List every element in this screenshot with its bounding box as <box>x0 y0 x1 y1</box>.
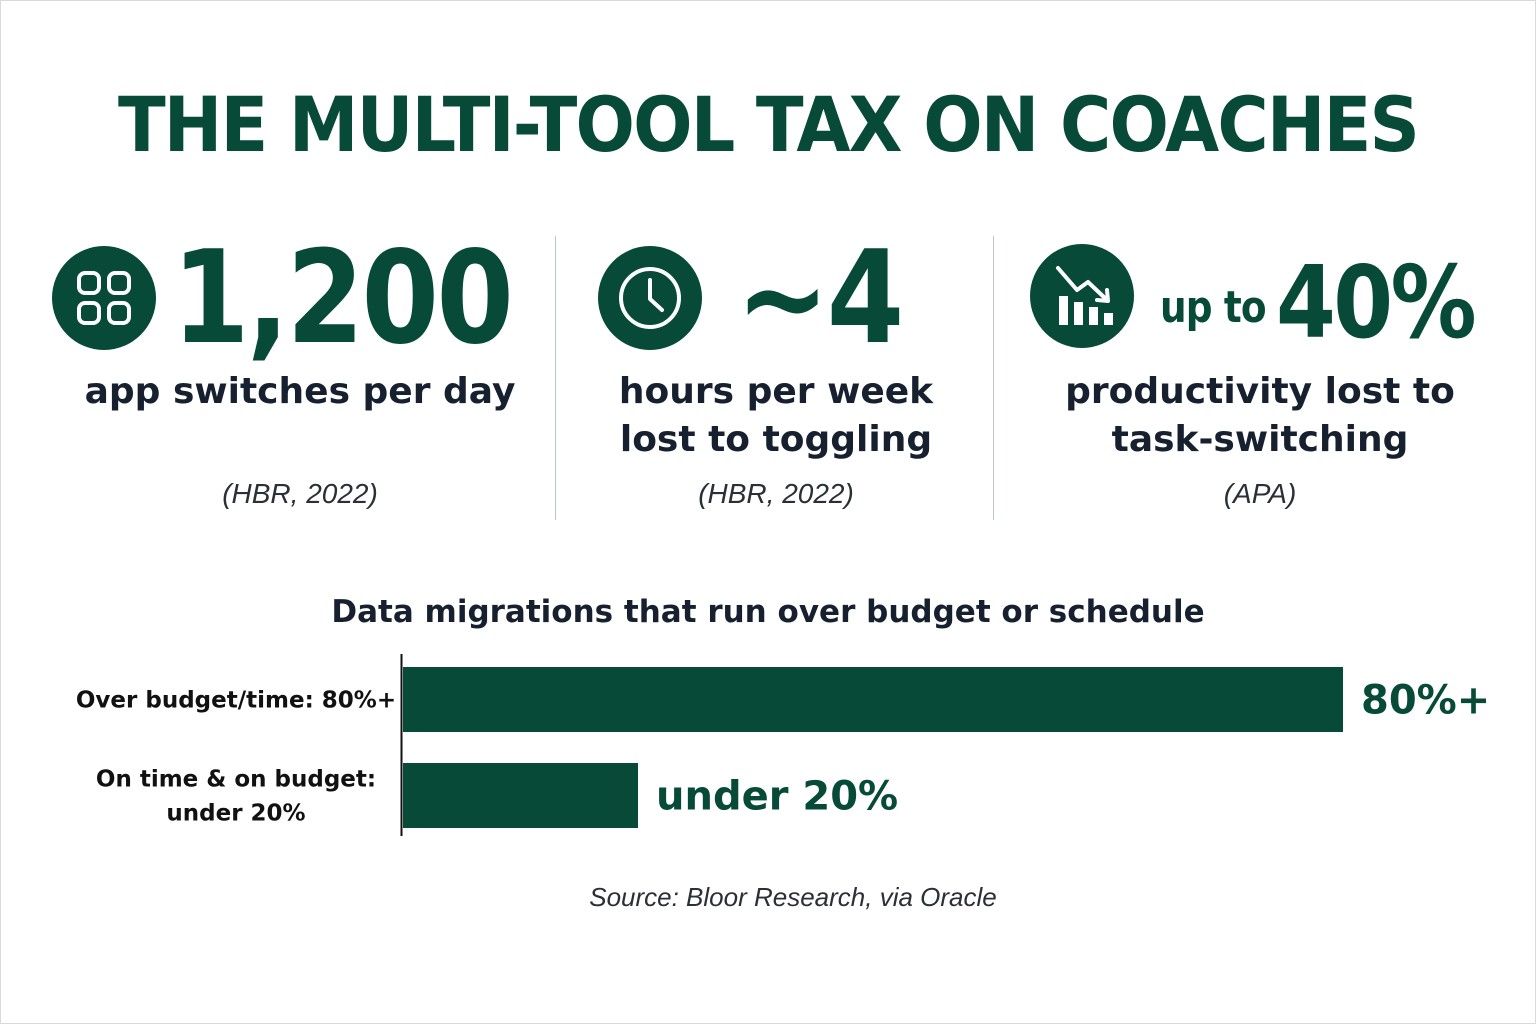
stat-divider <box>993 236 994 520</box>
stat-description-line: app switches per day <box>84 371 516 412</box>
grid-apps-icon <box>52 246 156 350</box>
category-label-line: On time & on budget: <box>96 767 376 793</box>
category-label-line: under 20% <box>166 801 305 827</box>
stat-value-productivity-lost: 40% <box>1276 244 1477 361</box>
stat-description-line: productivity lost to <box>1065 371 1455 412</box>
stat-source-hours-lost: (HBR, 2022) <box>698 478 854 509</box>
chart-source: Source: Bloor Research, via Oracle <box>589 882 997 912</box>
category-label: On time & on budget: under 20% <box>96 767 376 827</box>
stat-description-line: hours per week <box>618 371 934 412</box>
category-label-line: Over budget/time: 80%+ <box>76 688 396 714</box>
bar-1 <box>403 667 1343 732</box>
category-label: Over budget/time: 80%+ <box>76 688 396 714</box>
stat-description-line: task-switching <box>1111 419 1409 460</box>
stat-value-app-switches: 1,200 <box>172 224 514 373</box>
stat-source-productivity-lost: (APA) <box>1223 478 1297 509</box>
bar-2 <box>403 763 638 828</box>
bar-chart: 80%+Over budget/time: 80%+under 20%On ti… <box>76 654 1490 836</box>
declining-chart-icon <box>1030 244 1134 348</box>
stat-source-app-switches: (HBR, 2022) <box>222 478 378 509</box>
stat-description-productivity-lost: productivity lost to task-switching <box>1010 368 1510 464</box>
chart-title: Data migrations that run over budget or … <box>331 594 1205 630</box>
infographic-title: THE MULTI-TOOL TAX ON COACHES <box>117 80 1420 169</box>
bar-value-label: 80%+ <box>1361 678 1490 724</box>
stat-description-app-switches: app switches per day <box>40 368 560 416</box>
bar-value-label: under 20% <box>656 774 898 820</box>
clock-icon <box>598 246 702 350</box>
stat-prefix-productivity-lost: up to <box>1160 282 1267 333</box>
stat-divider <box>555 236 556 520</box>
stat-description-line: lost to toggling <box>619 419 933 460</box>
stat-description-hours-lost: hours per week lost to toggling <box>556 368 996 464</box>
stat-value-hours-lost: ~4 <box>736 224 904 373</box>
